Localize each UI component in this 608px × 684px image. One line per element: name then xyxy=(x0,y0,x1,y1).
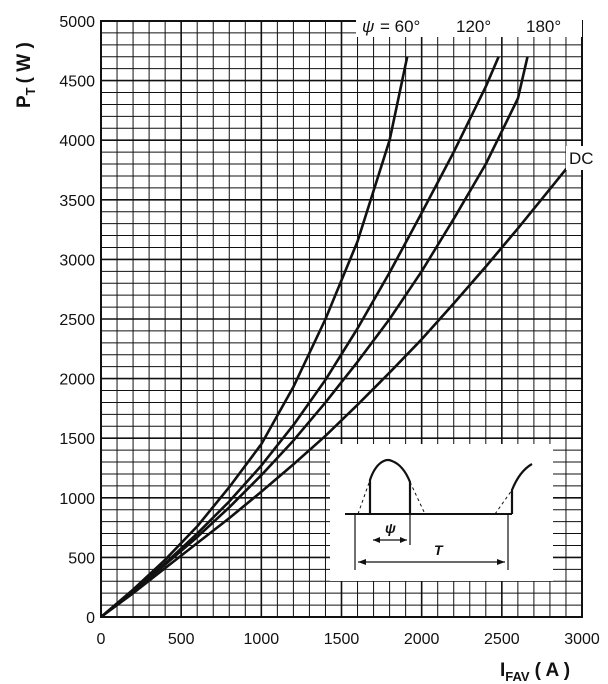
inset-waveform: ψ T xyxy=(330,444,553,581)
y-tick-label: 4500 xyxy=(59,74,95,91)
x-tick-label: 1000 xyxy=(244,631,280,648)
x-tick-label: 2000 xyxy=(404,631,440,648)
label-dc: DC xyxy=(569,149,594,168)
x-tick-label: 1500 xyxy=(324,631,360,648)
label-180: 180° xyxy=(526,17,561,36)
curve-dc xyxy=(100,152,580,619)
x-tick-label: 500 xyxy=(168,631,195,648)
y-tick-label: 500 xyxy=(68,550,95,567)
y-tick-label: 1500 xyxy=(59,431,95,448)
x-tick-label: 2500 xyxy=(484,631,520,648)
label-120: 120° xyxy=(456,17,491,36)
y-tick-label: 1000 xyxy=(59,491,95,508)
annotation-backdrop xyxy=(356,13,582,37)
x-tick-label: 0 xyxy=(97,631,106,648)
x-tick-label: 3000 xyxy=(564,631,600,648)
y-tick-label: 5000 xyxy=(59,14,95,31)
y-axis-label: PT( W ) xyxy=(14,42,38,108)
y-tick-label: 3500 xyxy=(59,193,95,210)
curve-group xyxy=(100,56,580,619)
curve-180 xyxy=(100,56,529,619)
y-tick-labels: 0 500 1000 1500 2000 2500 3000 3500 4000 4500 5000 xyxy=(59,14,95,627)
x-tick-labels: 0 500 1000 1500 2000 2500 3000 xyxy=(97,631,600,648)
psi-symbol-label: ψ xyxy=(362,17,374,36)
y-tick-label: 2500 xyxy=(59,312,95,329)
psi-60-label: = 60° xyxy=(380,17,420,36)
y-tick-label: 3000 xyxy=(59,252,95,269)
dc-backdrop xyxy=(566,146,606,170)
x-axis-label: IFAV( A ) xyxy=(500,660,570,684)
y-tick-label: 0 xyxy=(86,610,95,627)
inset-period-label: T xyxy=(434,542,444,558)
plot-frame xyxy=(100,20,583,618)
inset-psi-label: ψ xyxy=(385,520,396,536)
y-tick-label: 2000 xyxy=(59,372,95,389)
curve-60 xyxy=(100,56,409,618)
y-tick-label: 4000 xyxy=(59,133,95,150)
